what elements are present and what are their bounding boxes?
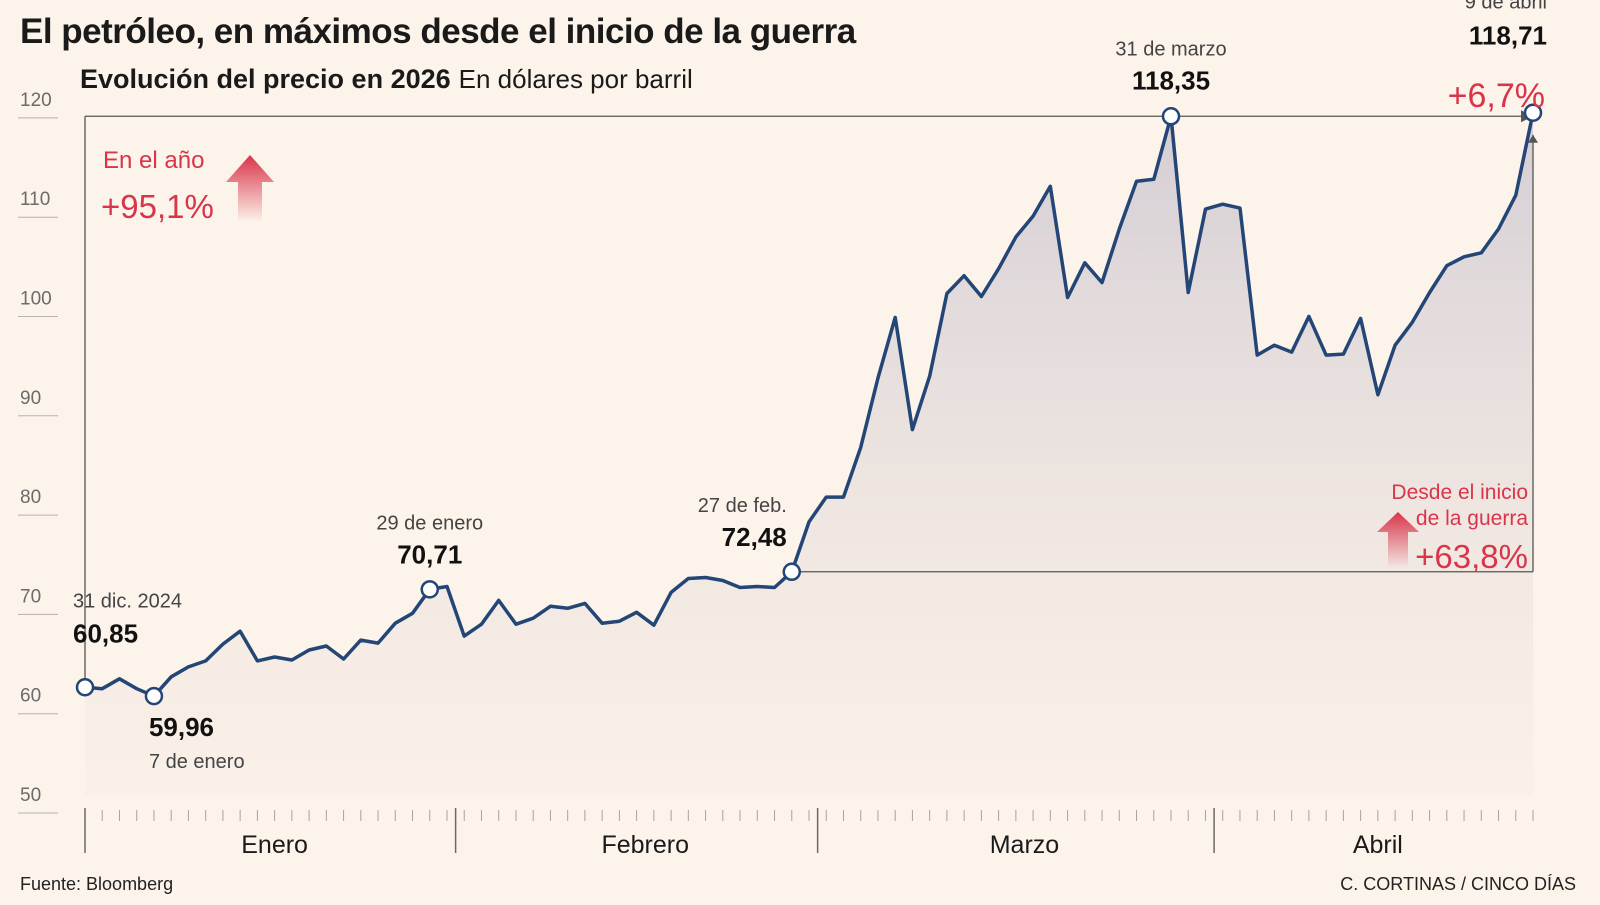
change-callouts: En el año +95,1% +6,7% Desde el inicio de la…: [101, 77, 1545, 575]
peak-change-value: +6,7%: [1448, 77, 1545, 115]
month-label-marzo: Marzo: [990, 831, 1059, 859]
annotation-date-84: 9 de abril: [1465, 0, 1547, 14]
marker-0: [75, 678, 95, 697]
marker-41: [782, 562, 802, 582]
x-axis: Enero Febrero Marzo Abril: [84, 808, 1534, 859]
annotation-value-20: 70,71: [397, 539, 462, 569]
point-markers: [75, 103, 1543, 706]
annotation-value-41: 72,48: [722, 522, 787, 552]
annotation-value-84: 118,71: [1469, 21, 1547, 51]
reference-lines: [84, 110, 1538, 688]
war-up-arrow-icon: [1377, 512, 1419, 568]
marker-20: [420, 580, 440, 599]
annotation-value-4: 59,96: [149, 712, 214, 742]
annotation-date-41: 27 de feb.: [698, 495, 787, 517]
y-tick-label-50: 50: [20, 785, 41, 806]
source-note: Fuente: Bloomberg: [20, 874, 174, 894]
y-tick-label-80: 80: [20, 487, 41, 508]
subtitle-main: Evolución del precio en 2026: [80, 64, 451, 94]
month-label-abril: Abril: [1353, 831, 1403, 859]
marker-4: [144, 686, 164, 706]
y-tick-label-110: 110: [20, 189, 50, 210]
annotation-date-20: 29 de enero: [376, 512, 483, 534]
annotation-date-63: 31 de marzo: [1115, 38, 1226, 60]
chart-subtitle: Evolución del precio en 2026 En dólares p…: [80, 64, 693, 95]
y-tick-label-60: 60: [20, 686, 41, 707]
year-up-arrow-icon: [226, 155, 274, 222]
annotation-date-0: 31 dic. 2024: [73, 590, 182, 612]
month-label-febrero: Febrero: [601, 831, 689, 859]
chart-title: El petróleo, en máximos desde el inicio …: [20, 12, 856, 51]
price-area: [85, 112, 1533, 795]
year-change-label: En el año: [103, 147, 204, 174]
marker-63: [1161, 107, 1181, 126]
war-change-value: +63,8%: [1415, 538, 1528, 575]
y-tick-label-70: 70: [20, 586, 41, 607]
price-line: [83, 110, 1535, 698]
annotation-labels: 31 dic. 2024 60,85 7 de enero 59,96 29 de en…: [73, 0, 1547, 773]
y-tick-label-120: 120: [20, 90, 52, 111]
credit-note: C. CORTINAS / CINCO DÍAS: [1340, 874, 1576, 894]
y-axis: 50 60 70 80 90 100 110 120: [18, 90, 58, 814]
marker-84: [1523, 103, 1543, 122]
war-change-label-1: Desde el inicio: [1391, 481, 1528, 504]
war-change-label-2: de la guerra: [1416, 507, 1528, 530]
annotation-value-0: 60,85: [73, 618, 138, 648]
subtitle-units: En dólares por barril: [458, 64, 693, 94]
annotation-date-4: 7 de enero: [149, 751, 245, 773]
y-tick-label-90: 90: [20, 388, 41, 409]
annotation-value-63: 118,35: [1132, 65, 1210, 95]
war-ref-arrowhead: [1528, 134, 1538, 143]
year-change-value: +95,1%: [101, 188, 214, 225]
month-label-enero: Enero: [241, 831, 308, 859]
y-tick-label-100: 100: [20, 289, 52, 310]
